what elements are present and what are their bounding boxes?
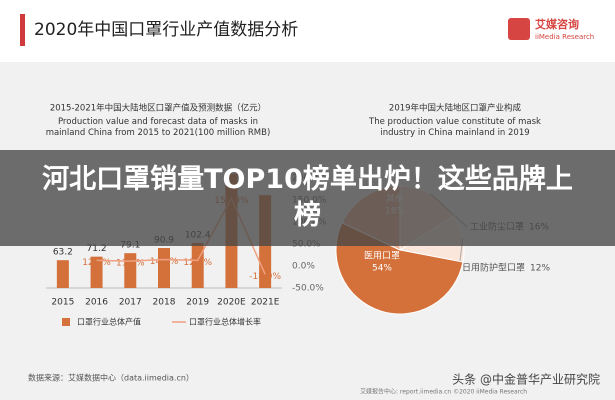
logo-icon [508,18,530,40]
chart-subtitle: The production value constitute of mask i… [368,117,541,138]
x-tick-label: 2018 [153,298,176,308]
slice-name: 日用防护型口罩 [462,262,525,274]
bar [124,253,137,288]
line-label: -18.9% [249,272,281,282]
source: 数据来源：艾媒数据中心（data.iimedia.cn） [28,373,194,383]
overlay-title: 河北口罩销量TOP10榜单出炉！这些品牌上榜 [42,164,573,231]
logo-sub: iiMedia Research [535,33,594,41]
chart-title: 2015-2021年中国大陆地区口罩产值及预测数据（亿元） [50,103,266,114]
x-tick-label: 2019 [186,298,209,308]
legend-swatch [62,318,70,326]
x-tick-label: 2020E [217,298,246,308]
x-tick-label: 2021E [251,298,280,308]
chart-subtitle: Production value and forecast data of ma… [46,117,271,138]
header-title: 2020年中国口罩行业产值数据分析 [34,20,298,40]
overlay: 河北口罩销量TOP10榜单出炉！这些品牌上榜 [0,150,615,246]
line-label: 12.7% [183,258,212,268]
slice-name: 医用口罩 [364,251,400,262]
slice-label: 12% [530,264,550,274]
y2-tick-label: -50.0% [292,284,324,294]
x-tick-label: 2017 [119,298,142,308]
slice-label: 54% [372,264,392,274]
bar-label: 71.2 [87,244,107,254]
line-label: 14.9% [150,257,179,267]
bar [56,260,69,288]
legend-label: 口罩行业总体产值 [77,317,141,327]
line-label: 11.1% [116,259,145,269]
bar [158,248,170,288]
x-tick-label: 2015 [51,298,74,308]
legend-label: 口罩行业总体增长率 [189,317,261,327]
x-tick-label: 2016 [85,298,108,308]
watermark: 头条 @中金普华产业研究院 [452,372,600,387]
report: 艾媒报告中心: report.iimedia.cn ©2020 iiMedia … [360,388,527,396]
header-accent [20,14,25,46]
line-label: 12.7% [82,258,111,268]
logo: 艾媒咨询 [535,17,579,31]
bar-label: 63.2 [53,248,73,258]
bar [90,256,103,288]
chart-title: 2019年中国大陆地区口罩产业构成 [389,103,522,114]
y2-tick-label: 0.0% [292,262,315,272]
